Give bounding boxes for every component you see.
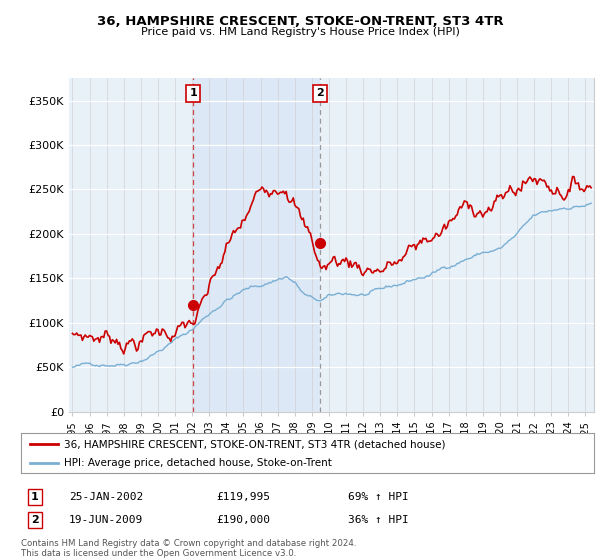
Text: 69% ↑ HPI: 69% ↑ HPI <box>348 492 409 502</box>
Text: Price paid vs. HM Land Registry's House Price Index (HPI): Price paid vs. HM Land Registry's House … <box>140 27 460 37</box>
Text: £119,995: £119,995 <box>216 492 270 502</box>
Text: Contains HM Land Registry data © Crown copyright and database right 2024.
This d: Contains HM Land Registry data © Crown c… <box>21 539 356 558</box>
Text: 36, HAMPSHIRE CRESCENT, STOKE-ON-TRENT, ST3 4TR (detached house): 36, HAMPSHIRE CRESCENT, STOKE-ON-TRENT, … <box>64 439 445 449</box>
Text: £190,000: £190,000 <box>216 515 270 525</box>
Bar <box>193 78 320 412</box>
Text: 2: 2 <box>31 515 38 525</box>
Text: 1: 1 <box>190 88 197 99</box>
Text: 25-JAN-2002: 25-JAN-2002 <box>69 492 143 502</box>
Text: 36, HAMPSHIRE CRESCENT, STOKE-ON-TRENT, ST3 4TR: 36, HAMPSHIRE CRESCENT, STOKE-ON-TRENT, … <box>97 15 503 27</box>
Text: HPI: Average price, detached house, Stoke-on-Trent: HPI: Average price, detached house, Stok… <box>64 458 332 468</box>
Text: 1: 1 <box>31 492 38 502</box>
Text: 2: 2 <box>316 88 323 99</box>
Text: 19-JUN-2009: 19-JUN-2009 <box>69 515 143 525</box>
Text: 36% ↑ HPI: 36% ↑ HPI <box>348 515 409 525</box>
